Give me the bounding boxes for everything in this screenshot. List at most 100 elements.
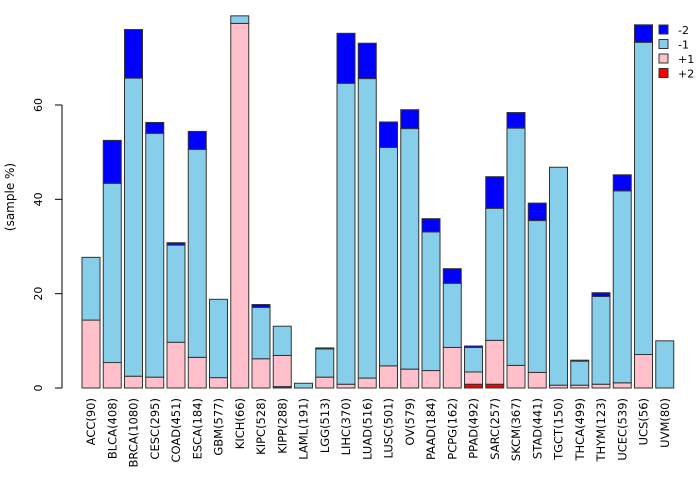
bar-stack-thca — [570, 359, 590, 389]
bar-segment--2 — [464, 345, 483, 348]
x-tick-label: PPAD(492) — [467, 398, 481, 459]
bar-stack-cesc — [145, 121, 165, 389]
x-tick-label: LUSC(501) — [382, 398, 396, 459]
x-tick-label: SKCM(367) — [509, 398, 523, 461]
bar-stack-ov — [400, 109, 420, 389]
bar-segment--1 — [634, 41, 653, 356]
bar-stack-ucec — [612, 174, 632, 389]
bar-segment-+1 — [357, 377, 377, 389]
bar-segment--2 — [251, 304, 271, 308]
x-tick-label: UVM(80) — [658, 398, 672, 448]
bar-segment--1 — [655, 340, 675, 389]
legend-label: -2 — [678, 24, 689, 37]
bar-segment--1 — [379, 146, 398, 367]
bar-stack-esca — [187, 130, 207, 389]
y-tick-label: 60 — [32, 98, 45, 112]
bar-segment-+1 — [442, 346, 462, 389]
bar-segment-+1 — [81, 319, 101, 389]
bar-stack-lusc — [379, 121, 398, 389]
bar-segment-+1 — [612, 382, 632, 389]
bar-segment--2 — [357, 42, 377, 80]
x-tick-label: PAAD(184) — [424, 398, 438, 460]
bar-segment--1 — [187, 148, 207, 358]
legend-label: +2 — [678, 68, 694, 81]
bar-stack-ppad — [464, 345, 483, 389]
x-tick-label: CESC(295) — [148, 398, 162, 460]
bar-segment--2 — [612, 174, 632, 192]
x-tick-label: LUAD(516) — [360, 398, 374, 460]
x-tick-label: ACC(90) — [84, 398, 98, 445]
bar-segment--2 — [527, 202, 547, 222]
bar-segment--1 — [230, 15, 250, 24]
bar-segment-+2 — [464, 383, 483, 389]
bar-stack-kipp — [272, 325, 292, 389]
x-tick-label: OV(579) — [403, 398, 417, 446]
bar-segment--2 — [187, 130, 207, 150]
bar-segment--1 — [294, 382, 313, 389]
x-tick-label: BLCA(408) — [105, 398, 119, 459]
x-tick-label: THCA(499) — [573, 398, 587, 462]
bar-segment--2 — [400, 109, 420, 130]
bar-segment--2 — [166, 242, 186, 246]
bar-stack-ucs — [634, 24, 653, 389]
bar-segment--2 — [442, 268, 462, 284]
bar-segment-+1 — [124, 375, 143, 389]
bar-segment--1 — [81, 256, 101, 321]
bar-segment--2 — [421, 218, 441, 233]
bars — [81, 15, 675, 389]
bar-segment--1 — [464, 346, 483, 373]
bar-segment--1 — [591, 295, 611, 385]
bar-segment--1 — [549, 166, 568, 386]
legend-label: -1 — [678, 39, 689, 52]
x-tick-label: UCEC(539) — [615, 398, 629, 461]
y-axis: 0 20 40 60 — [32, 98, 63, 392]
bar-segment-+1 — [634, 354, 653, 389]
bar-segment--2 — [634, 24, 653, 43]
bar-segment-+1 — [272, 354, 292, 388]
y-tick-label: 0 — [32, 385, 45, 392]
bar-segment-+1 — [591, 383, 611, 389]
bar-segment-+1 — [230, 22, 250, 389]
bar-segment-+1 — [187, 356, 207, 389]
bar-segment--1 — [336, 82, 356, 385]
x-tick-label: LGG(513) — [318, 398, 332, 453]
bar-segment-+1 — [379, 365, 398, 389]
x-tick-label: KIPP(288) — [275, 398, 289, 454]
bar-segment--1 — [251, 306, 271, 360]
x-tick-label: KICH(66) — [233, 398, 247, 449]
bar-stack-stad — [527, 202, 547, 389]
bar-segment--2 — [124, 29, 143, 79]
bar-stack-blca — [102, 139, 122, 389]
bar-segment--1 — [527, 220, 547, 373]
bar-segment--1 — [570, 360, 590, 386]
bar-segment--2 — [336, 32, 356, 84]
legend-label: +1 — [678, 53, 694, 66]
bar-segment--2 — [570, 359, 590, 362]
bar-stack-laml — [294, 382, 313, 389]
bar-stack-pcpg — [442, 268, 462, 389]
bar-stack-paad — [421, 218, 441, 389]
bar-segment--1 — [506, 127, 526, 366]
bar-stack-kipc — [251, 304, 271, 389]
x-tick-label: ESCA(184) — [190, 398, 204, 459]
legend-swatch — [658, 68, 669, 78]
bar-segment--2 — [145, 121, 165, 134]
bar-segment-+1 — [166, 341, 186, 389]
x-tick-label: LIHC(370) — [339, 398, 353, 455]
x-tick-label: TGCT(150) — [552, 398, 566, 461]
y-tick-label: 40 — [32, 192, 45, 206]
bar-segment-+1 — [251, 358, 271, 389]
bar-stack-tgct — [549, 166, 568, 389]
bar-stack-lgg — [315, 347, 335, 389]
bar-stack-gbm — [209, 298, 228, 389]
y-tick-label: 20 — [32, 287, 45, 301]
bar-segment--2 — [506, 112, 526, 129]
bar-segment-+1 — [336, 383, 356, 389]
bar-stack-kich — [230, 15, 250, 389]
bar-segment-+2 — [485, 383, 505, 389]
bar-segment--1 — [357, 78, 377, 379]
x-tick-label: BRCA(1080) — [127, 398, 141, 467]
bar-segment--1 — [124, 77, 143, 377]
bar-segment--1 — [166, 244, 186, 343]
